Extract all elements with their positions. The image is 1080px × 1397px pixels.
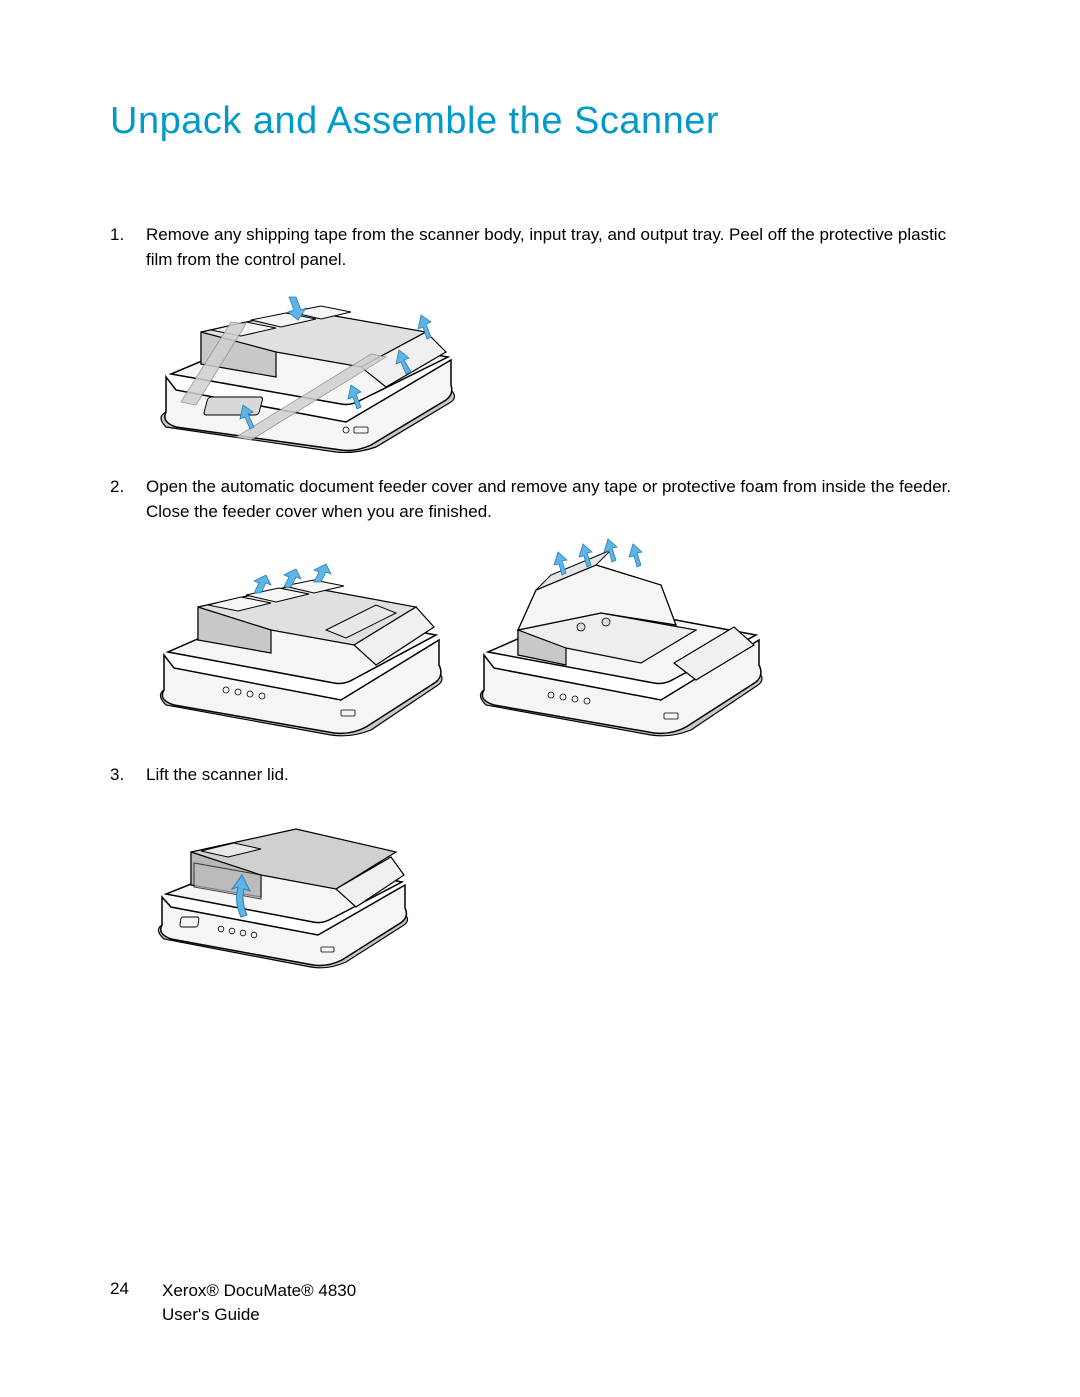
page-number: 24: [110, 1279, 162, 1327]
page-title: Unpack and Assemble the Scanner: [110, 100, 970, 143]
step-text: Remove any shipping tape from the scanne…: [146, 223, 970, 272]
step-text: Open the automatic document feeder cover…: [146, 475, 970, 524]
footer-text: Xerox® DocuMate® 4830 User's Guide: [162, 1279, 356, 1327]
footer-product-name: Xerox® DocuMate® 4830: [162, 1279, 356, 1303]
step-text: Lift the scanner lid.: [146, 763, 970, 788]
footer-guide-name: User's Guide: [162, 1303, 356, 1327]
step-3: 3. Lift the scanner lid.: [110, 763, 970, 788]
page-footer: 24 Xerox® DocuMate® 4830 User's Guide: [110, 1279, 356, 1327]
step-number: 2.: [110, 475, 146, 524]
step-number: 1.: [110, 223, 146, 272]
step-3-illustration-row: [146, 797, 970, 972]
step-1: 1. Remove any shipping tape from the sca…: [110, 223, 970, 272]
step-2: 2. Open the automatic document feeder co…: [110, 475, 970, 524]
scanner-tape-removal-illustration: [146, 282, 461, 457]
scanner-adf-closed-illustration: [146, 535, 446, 745]
step-2-illustration-row: [146, 535, 970, 745]
step-1-illustration-row: [146, 282, 970, 457]
step-number: 3.: [110, 763, 146, 788]
scanner-adf-open-illustration: [466, 535, 766, 745]
scanner-lift-lid-illustration: [146, 797, 411, 972]
page-content: Unpack and Assemble the Scanner 1. Remov…: [0, 0, 1080, 972]
